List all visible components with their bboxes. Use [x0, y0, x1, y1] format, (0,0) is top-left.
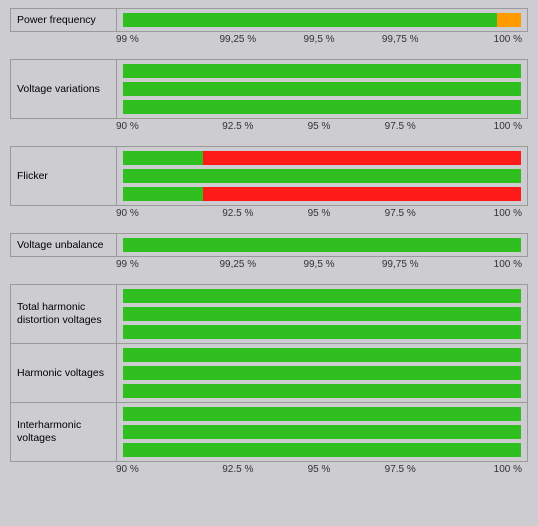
axis-tick-label: 92.5 % [197, 121, 278, 132]
chart-group: Power frequency 99 %99,25 %99,5 %99,75 %1… [10, 8, 528, 45]
metric-panel: Power frequency [10, 8, 528, 31]
metric-label: Voltage variations [11, 60, 117, 118]
metric-panel: Interharmonic voltages [10, 402, 528, 461]
panel-stack: Voltage unbalance [10, 233, 528, 257]
x-axis: 90 %92.5 %95 %97.5 %100 % [10, 464, 528, 475]
axis-tick-label: 99 % [116, 34, 197, 45]
bar [123, 289, 521, 303]
axis-tick-label: 95 % [278, 121, 359, 132]
bars-area [117, 285, 527, 343]
bar [123, 384, 521, 398]
axis-tick-label: 100 % [441, 121, 522, 132]
bar-segment [123, 384, 521, 398]
bar-segment [123, 348, 521, 362]
axis-tick-label: 99,5 % [278, 259, 359, 270]
bar-segment [123, 82, 521, 96]
axis-tick-label: 100 % [441, 208, 522, 219]
metric-label: Voltage unbalance [11, 234, 117, 256]
axis-tick-label: 90 % [116, 121, 197, 132]
bar [123, 443, 521, 457]
x-axis: 90 %92.5 %95 %97.5 %100 % [10, 208, 528, 219]
metric-label: Total harmonic distortion voltages [11, 285, 117, 343]
bar [123, 366, 521, 380]
chart-group: Voltage variations 90 %92.5 %95 %97.5 %10… [10, 59, 528, 132]
axis-tick-label: 99,25 % [197, 34, 278, 45]
metric-panel: Voltage variations [10, 59, 528, 118]
metric-label: Flicker [11, 147, 117, 205]
bar-segment [123, 169, 521, 183]
x-axis: 99 %99,25 %99,5 %99,75 %100 % [10, 34, 528, 45]
chart-group: Flicker 90 %92.5 %95 %97.5 %100 % [10, 146, 528, 219]
bar-segment [123, 13, 497, 27]
bar-segment [203, 151, 521, 165]
chart-group: Total harmonic distortion voltagesHarmon… [10, 284, 528, 475]
bar-segment [123, 100, 521, 114]
axis-tick-label: 92.5 % [197, 464, 278, 475]
bar-segment [203, 187, 521, 201]
metric-label: Interharmonic voltages [11, 403, 117, 461]
axis-tick-label: 100 % [441, 464, 522, 475]
axis-tick-label: 97.5 % [360, 208, 441, 219]
bars-area [117, 147, 527, 205]
bar [123, 151, 521, 165]
metric-label: Power frequency [11, 9, 117, 31]
bars-area [117, 60, 527, 118]
bar-segment [123, 307, 521, 321]
axis-tick-label: 92.5 % [197, 208, 278, 219]
axis-tick-label: 97.5 % [360, 121, 441, 132]
bar [123, 82, 521, 96]
axis-tick-label: 99,25 % [197, 259, 278, 270]
bar-segment [123, 289, 521, 303]
axis-tick-label: 100 % [441, 259, 522, 270]
panel-stack: Voltage variations [10, 59, 528, 119]
chart-group: Voltage unbalance 99 %99,25 %99,5 %99,75 … [10, 233, 528, 270]
bar-segment [123, 443, 521, 457]
bar-segment [123, 238, 521, 252]
axis-tick-label: 95 % [278, 208, 359, 219]
bar-segment [123, 407, 521, 421]
x-axis: 90 %92.5 %95 %97.5 %100 % [10, 121, 528, 132]
x-axis: 99 %99,25 %99,5 %99,75 %100 % [10, 259, 528, 270]
pq-overview: Power frequency99 %99,25 %99,5 %99,75 %1… [10, 8, 528, 475]
metric-panel: Voltage unbalance [10, 233, 528, 256]
axis-tick-label: 99,5 % [278, 34, 359, 45]
axis-tick-label: 99,75 % [360, 259, 441, 270]
bar [123, 325, 521, 339]
panel-stack: Flicker [10, 146, 528, 206]
axis-tick-label: 90 % [116, 208, 197, 219]
bar [123, 187, 521, 201]
bar [123, 348, 521, 362]
bar [123, 407, 521, 421]
bar [123, 169, 521, 183]
bar-segment [497, 13, 521, 27]
bar [123, 238, 521, 252]
axis-tick-label: 90 % [116, 464, 197, 475]
bar-segment [123, 151, 203, 165]
metric-panel: Flicker [10, 146, 528, 205]
axis-tick-label: 99,75 % [360, 34, 441, 45]
axis-tick-label: 95 % [278, 464, 359, 475]
bars-area [117, 403, 527, 461]
bars-area [117, 9, 527, 31]
bars-area [117, 234, 527, 256]
bar [123, 13, 521, 27]
bar [123, 100, 521, 114]
bar [123, 64, 521, 78]
bar [123, 425, 521, 439]
bar-segment [123, 425, 521, 439]
bar-segment [123, 325, 521, 339]
metric-panel: Total harmonic distortion voltages [10, 284, 528, 343]
axis-tick-label: 100 % [441, 34, 522, 45]
axis-tick-label: 99 % [116, 259, 197, 270]
axis-tick-label: 97.5 % [360, 464, 441, 475]
bar [123, 307, 521, 321]
bars-area [117, 344, 527, 402]
bar-segment [123, 64, 521, 78]
panel-stack: Total harmonic distortion voltagesHarmon… [10, 284, 528, 462]
bar-segment [123, 366, 521, 380]
panel-stack: Power frequency [10, 8, 528, 32]
metric-panel: Harmonic voltages [10, 343, 528, 402]
metric-label: Harmonic voltages [11, 344, 117, 402]
bar-segment [123, 187, 203, 201]
